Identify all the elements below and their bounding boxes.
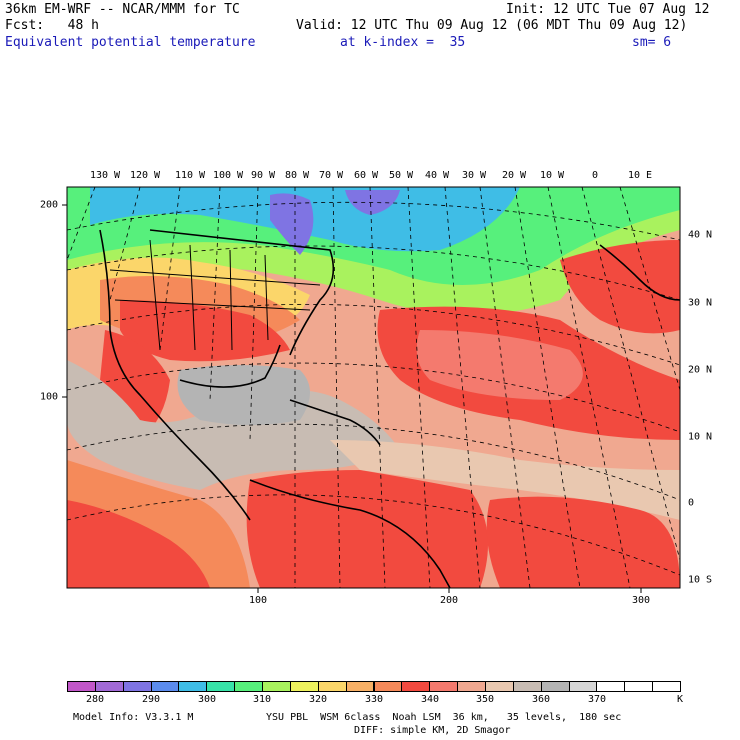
lon-label: 30 W	[461, 170, 487, 181]
colorbar-swatch	[67, 681, 96, 692]
colorbar-unit: K	[676, 694, 684, 705]
lon-label: 80 W	[284, 170, 310, 181]
lon-label: 20 W	[501, 170, 527, 181]
lat-label: 20 N	[688, 364, 713, 376]
lon-label: 90 W	[250, 170, 276, 181]
colorbar-swatch	[457, 681, 486, 692]
colorbar-swatch	[429, 681, 459, 692]
valid-time: Valid: 12 UTC Thu 09 Aug 12 (06 MDT Thu …	[296, 18, 688, 33]
state-borders	[109, 239, 321, 351]
colorbar-swatch	[484, 681, 514, 692]
colorbar-tick: 330	[364, 694, 384, 705]
colorbar-swatch	[652, 681, 681, 692]
colorbar-swatch	[262, 681, 291, 692]
lon-label: 40 W	[424, 170, 450, 181]
colorbar-swatch	[206, 681, 236, 692]
hudson-bay-minimum	[270, 193, 314, 255]
lon-label: 100 W	[212, 170, 244, 181]
colorbar-swatch	[178, 681, 208, 692]
forecast-hour: Fcst: 48 h	[5, 18, 99, 33]
lon-label: 110 W	[174, 170, 206, 181]
colorbar-swatch	[512, 681, 542, 692]
map-frame	[66, 186, 681, 589]
lon-label: 130 W	[89, 170, 121, 181]
lon-label: 10 E	[627, 170, 653, 181]
lat-label: 40 N	[688, 229, 713, 241]
axis-ticks	[62, 204, 642, 593]
colorbar-swatch	[94, 681, 124, 692]
lon-label: 0	[591, 170, 599, 181]
lat-label: 0	[688, 497, 695, 509]
colorbar-swatch	[289, 681, 319, 692]
grid-y-label: 200	[40, 199, 59, 211]
colorbar-swatch	[345, 681, 375, 692]
colorbar-tick: 370	[587, 694, 607, 705]
smoothing: sm= 6	[632, 35, 672, 50]
lon-label: 50 W	[388, 170, 414, 181]
model-info: Model Info: V3.3.1 M	[73, 712, 194, 723]
colorbar-tick: 290	[141, 694, 161, 705]
lat-label: 30 N	[688, 297, 713, 309]
lon-label: 10 W	[539, 170, 565, 181]
colorbar-swatch	[624, 681, 654, 692]
theta-e-field	[67, 187, 680, 588]
colorbar-tick: 340	[420, 694, 440, 705]
lon-label: 60 W	[353, 170, 379, 181]
grid-y-label: 100	[40, 391, 59, 403]
latlon-grid	[67, 187, 680, 588]
colorbar-tick: 310	[252, 694, 272, 705]
colorbar-swatch	[150, 681, 180, 692]
lat-label: 10 S	[688, 574, 713, 586]
grid-x-label: 200	[439, 595, 459, 606]
colorbar-swatch	[568, 681, 598, 692]
coastlines	[99, 229, 680, 588]
colorbar-swatch	[373, 681, 403, 692]
colorbar-tick: 280	[85, 694, 105, 705]
physics-info: YSU PBL WSM 6class Noah LSM 36 km, 35 le…	[266, 712, 622, 723]
colorbar-swatch	[122, 681, 152, 692]
level-index: at k-index = 35	[340, 35, 466, 50]
grid-x-label: 300	[631, 595, 651, 606]
lon-label: 70 W	[318, 170, 344, 181]
lat-label: 10 N	[688, 431, 713, 443]
colorbar-tick: 300	[197, 694, 217, 705]
colorbar-swatch	[234, 681, 264, 692]
colorbar-tick: 350	[475, 694, 495, 705]
field-name: Equivalent potential temperature	[5, 35, 256, 50]
init-time: Init: 12 UTC Tue 07 Aug 12	[506, 2, 710, 17]
model-title: 36km EM-WRF -- NCAR/MMM for TC	[5, 2, 240, 17]
colorbar-tick: 320	[308, 694, 328, 705]
colorbar-swatch	[596, 681, 626, 692]
colorbar-swatch	[317, 681, 347, 692]
colorbar-tick: 360	[531, 694, 551, 705]
colorbar-swatch	[401, 681, 431, 692]
grid-x-label: 100	[248, 595, 268, 606]
lon-label: 120 W	[129, 170, 161, 181]
diffusion-info: DIFF: simple KM, 2D Smagor	[354, 725, 511, 736]
colorbar-swatch	[540, 681, 570, 692]
